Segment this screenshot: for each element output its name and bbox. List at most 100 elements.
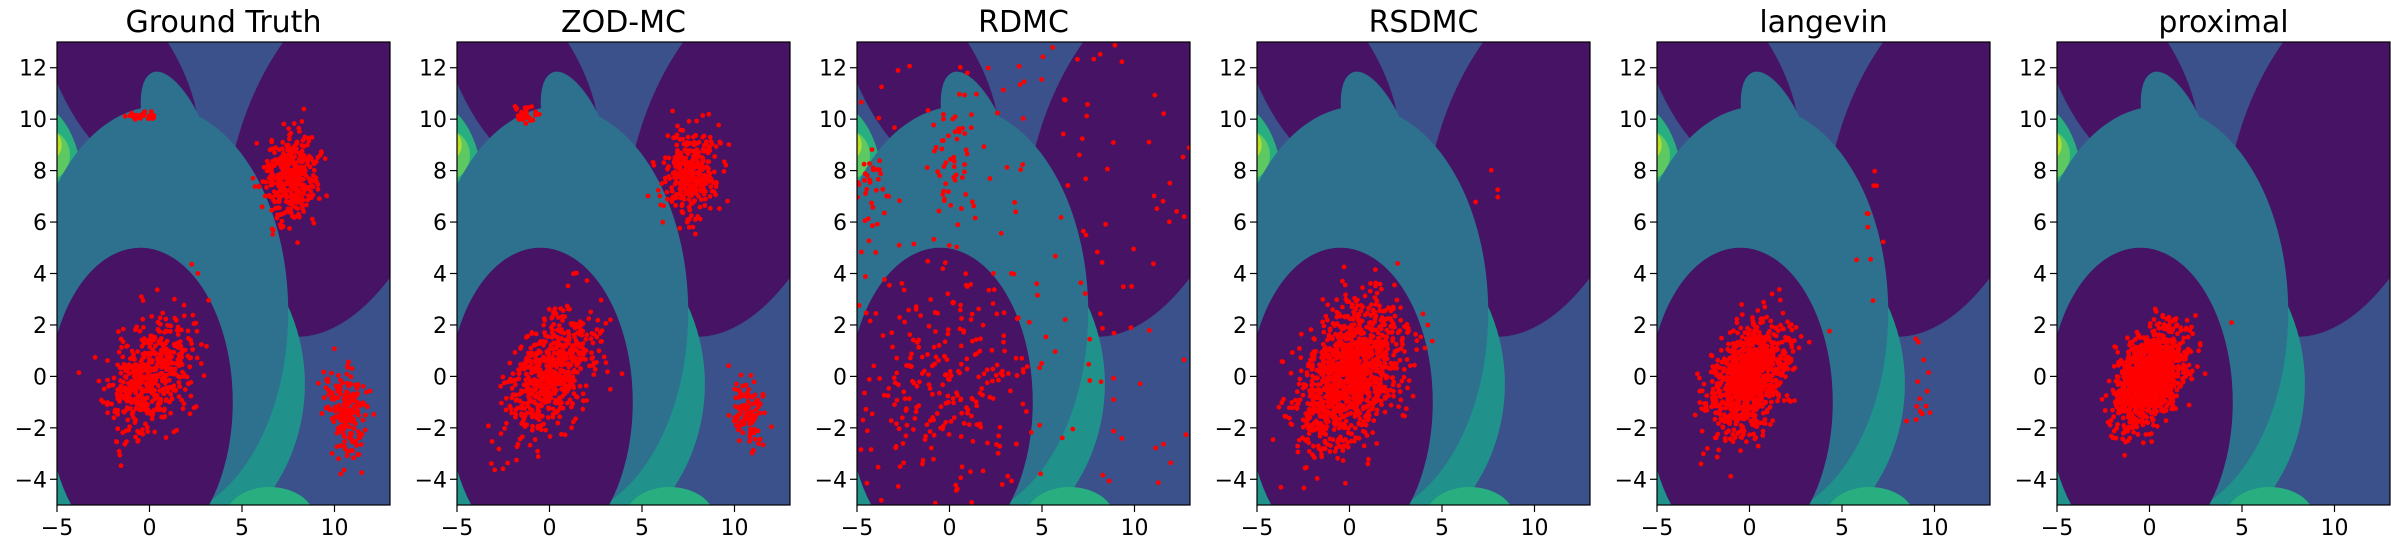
sample-point (716, 122, 722, 128)
sample-point (1340, 278, 1345, 284)
sample-point (542, 317, 548, 323)
sample-point (1058, 215, 1064, 220)
sample-point (1308, 327, 1314, 332)
sample-point (1295, 401, 1301, 407)
sample-point (1334, 349, 1340, 355)
sample-point (717, 139, 723, 145)
sample-point (106, 383, 111, 389)
sample-point (332, 414, 338, 420)
sample-point (158, 371, 163, 376)
sample-point (206, 297, 211, 303)
sample-point (1009, 478, 1014, 484)
sample-point (360, 384, 366, 389)
sample-point (150, 411, 156, 417)
sample-point (499, 400, 504, 406)
sample-point (1764, 314, 1770, 320)
sample-point (159, 360, 165, 366)
sample-point (693, 184, 698, 190)
sample-point (140, 316, 146, 322)
y-tick-label: 8 (33, 160, 47, 185)
sample-point (1065, 183, 1071, 188)
sample-point (294, 146, 299, 152)
sample-point (535, 384, 541, 389)
sample-point (1723, 405, 1728, 411)
sample-point (1757, 377, 1763, 383)
sample-point (1028, 429, 1034, 435)
sample-point (139, 343, 145, 349)
sample-point (262, 193, 268, 199)
sample-point (168, 392, 174, 397)
sample-point (151, 408, 156, 413)
sample-point (114, 391, 120, 397)
sample-point (516, 116, 521, 121)
sample-point (121, 409, 127, 415)
sample-point (1397, 328, 1403, 334)
sample-point (309, 216, 315, 222)
sample-point (1355, 303, 1360, 308)
sample-point (550, 390, 556, 396)
sample-point (1020, 162, 1026, 168)
sample-point (287, 149, 293, 155)
sample-point (302, 156, 308, 162)
sample-point (528, 362, 534, 368)
sample-point (1778, 353, 1783, 359)
sample-point (1330, 363, 1336, 369)
sample-point (951, 164, 957, 170)
sample-point (673, 203, 678, 208)
sample-point (1333, 376, 1339, 381)
sample-point (524, 334, 529, 340)
sample-point (166, 385, 172, 391)
sample-point (686, 216, 692, 222)
sample-point (1314, 394, 1320, 399)
y-tick-label: 2 (33, 314, 47, 339)
sample-point (964, 366, 970, 372)
sample-point (524, 112, 529, 118)
sample-point (1355, 376, 1361, 381)
sample-point (115, 396, 121, 401)
sample-point (940, 423, 946, 429)
sample-point (1339, 393, 1345, 399)
sample-point (888, 418, 894, 424)
sample-point (657, 193, 663, 199)
sample-point (964, 151, 970, 157)
sample-point (1325, 317, 1330, 323)
sample-point (120, 326, 126, 332)
sample-point (1356, 435, 1362, 441)
sample-point (180, 369, 185, 375)
sample-point (580, 345, 585, 351)
sample-point (1020, 401, 1026, 407)
sample-point (489, 461, 494, 466)
sample-point (1354, 364, 1359, 370)
sample-point (176, 380, 182, 385)
sample-point (1345, 444, 1351, 450)
sample-point (1399, 378, 1405, 384)
sample-point (916, 344, 922, 350)
sample-point (700, 164, 705, 169)
sample-point (943, 181, 949, 187)
sample-point (529, 399, 535, 404)
sample-point (866, 238, 872, 244)
sample-point (547, 434, 553, 439)
sample-point (315, 186, 321, 192)
sample-point (172, 366, 178, 372)
sample-point (1120, 284, 1126, 290)
sample-point (1306, 361, 1311, 367)
sample-point (946, 189, 951, 195)
sample-point (1747, 432, 1752, 438)
sample-point (736, 426, 742, 432)
sample-point (1347, 316, 1352, 321)
sample-point (1300, 417, 1306, 423)
sample-point (281, 121, 287, 127)
sample-point (1770, 392, 1776, 398)
sample-point (513, 397, 519, 403)
sample-point (1298, 355, 1304, 361)
sample-point (980, 392, 985, 398)
sample-point (1342, 334, 1348, 340)
x-tick-label: 0 (543, 516, 557, 541)
sample-point (677, 172, 683, 178)
sample-point (721, 169, 727, 174)
sample-point (1331, 384, 1337, 389)
sample-point (514, 106, 520, 111)
sample-point (1739, 334, 1745, 340)
sample-point (117, 452, 123, 458)
